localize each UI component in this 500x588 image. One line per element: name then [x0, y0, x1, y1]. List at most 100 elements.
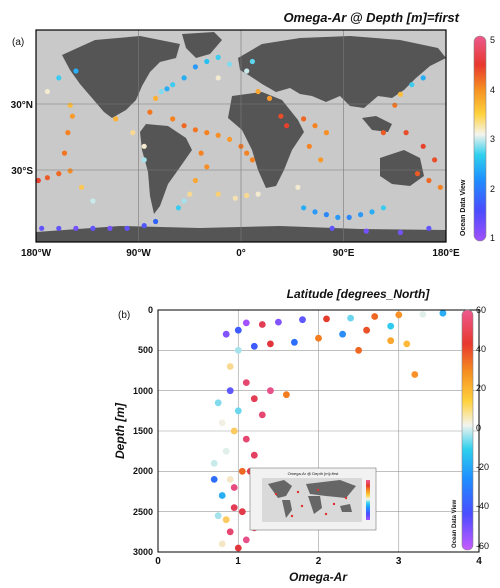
- scatter-point-39: [250, 451, 258, 459]
- scatter-point-30: [218, 492, 226, 499]
- map-station-point-7: [36, 177, 41, 184]
- map-station-point-36: [204, 130, 210, 136]
- scatter-point-31: [230, 504, 238, 511]
- map-station-point-58: [301, 116, 307, 122]
- scatter-point-16: [250, 342, 258, 350]
- map-station-point-16: [141, 223, 147, 229]
- scatter-watermark: Ocean Data View: [452, 499, 458, 548]
- australia: [380, 150, 424, 186]
- y-tick-30s: 30°S: [11, 166, 33, 177]
- scatter-point-9: [242, 319, 250, 327]
- world-map: [35, 29, 447, 243]
- map-station-point-13: [90, 225, 96, 231]
- panel-a-tag: (a): [12, 37, 24, 48]
- y-tick-2500: 2500: [133, 507, 153, 517]
- map-station-point-32: [215, 75, 221, 81]
- scatter-point-7: [275, 318, 282, 326]
- map-station-point-5: [56, 171, 62, 177]
- map-station-point-12: [73, 225, 79, 231]
- map-station-point-54: [255, 88, 261, 95]
- africa: [228, 92, 304, 188]
- cb-tick-neg40: -40: [476, 501, 489, 511]
- scatter-point-48: [214, 512, 222, 520]
- map-station-point-62: [318, 157, 324, 163]
- map-stations: [36, 54, 443, 235]
- map-axis-labels: 180°W 90°W 0° 90°E 180°E 30°N 30°S: [11, 100, 460, 259]
- scatter-point-37: [283, 391, 290, 399]
- inset-title: Omega-Ar @ Depth [m]=first: [288, 471, 340, 476]
- scatter-point-11: [363, 326, 370, 334]
- scatter-point-22: [226, 387, 234, 395]
- scatter-point-41: [230, 484, 238, 491]
- map-station-point-20: [141, 143, 147, 149]
- map-station-point-23: [153, 95, 159, 101]
- y-tick-500: 500: [138, 345, 153, 355]
- scatter-point-2: [395, 311, 403, 319]
- scatter-point-17: [403, 340, 411, 348]
- scatter-point-1: [419, 311, 427, 318]
- scatter-point-5: [323, 315, 330, 323]
- map-colorbar: 5 4 3 2 1 Ocean Data View: [460, 35, 495, 243]
- map-colorbar-ramp: [473, 35, 487, 242]
- scatter-point-4: [347, 314, 354, 322]
- x-axis-label: Omega-Ar: [289, 570, 348, 584]
- map-station-point-39: [198, 150, 204, 156]
- map-station-point-78: [409, 82, 415, 88]
- map-station-point-57: [284, 123, 290, 129]
- inset-map: Omega-Ar @ Depth [m]=first: [249, 467, 377, 531]
- map-station-point-56: [278, 113, 284, 119]
- map-station-point-1: [69, 113, 75, 119]
- map-station-point-17: [153, 218, 159, 225]
- scatter-title: Latitude [degrees_North]: [287, 287, 431, 301]
- scatter-point-49: [210, 476, 218, 483]
- map-station-point-25: [164, 86, 170, 92]
- scatter-point-34: [218, 540, 226, 548]
- inset-colorbar: [366, 480, 370, 520]
- cb-tick-20: 20: [476, 383, 486, 393]
- map-watermark: Ocean Data View: [460, 179, 467, 236]
- scatter-colorbar: 60 40 20 0 -20 -40 -60 Ocean Data View: [452, 305, 489, 551]
- map-station-point-51: [249, 157, 255, 163]
- map-station-point-84: [414, 171, 421, 177]
- y-axis-label: Depth [m]: [113, 402, 127, 459]
- map-station-point-59: [312, 123, 318, 129]
- map-station-point-79: [420, 75, 426, 81]
- map-station-point-86: [437, 184, 443, 190]
- map-station-point-31: [227, 61, 233, 67]
- scatter-point-15: [267, 340, 274, 348]
- scatter-point-47: [210, 459, 218, 467]
- map-station-point-65: [312, 209, 318, 215]
- x-tick-180e: 180°E: [432, 248, 460, 259]
- scatter-point-46: [218, 419, 226, 427]
- map-station-point-19: [130, 130, 136, 136]
- map-cb-tick-2: 2: [490, 184, 495, 194]
- map-station-point-42: [187, 191, 193, 197]
- europe-asia: [238, 36, 446, 108]
- map-station-point-89: [73, 68, 79, 74]
- map-station-point-69: [358, 212, 364, 218]
- map-station-point-47: [244, 192, 250, 199]
- scatter-point-44: [242, 536, 250, 544]
- map-grid: [36, 30, 446, 242]
- southeast-asia: [362, 116, 392, 132]
- scatter-point-52: [355, 346, 362, 354]
- map-station-point-49: [244, 150, 250, 156]
- scatter-point-38: [258, 411, 266, 419]
- cb-tick-60: 60: [476, 305, 486, 315]
- map-station-point-44: [175, 205, 181, 211]
- map-station-point-28: [192, 64, 198, 70]
- scatter-point-26: [242, 435, 250, 443]
- scatter-point-36: [267, 387, 274, 395]
- x-tick-4: 4: [476, 556, 482, 567]
- map-station-point-38: [227, 136, 233, 142]
- map-station-point-75: [426, 225, 432, 231]
- scatter-point-50: [222, 330, 230, 338]
- x-tick-2: 2: [316, 556, 322, 567]
- x-tick-1: 1: [235, 556, 241, 567]
- x-tick-180w: 180°W: [21, 248, 52, 259]
- map-station-point-73: [363, 228, 369, 234]
- map-station-point-68: [346, 214, 352, 220]
- map-station-point-8: [79, 184, 85, 190]
- scatter-point-25: [230, 427, 238, 435]
